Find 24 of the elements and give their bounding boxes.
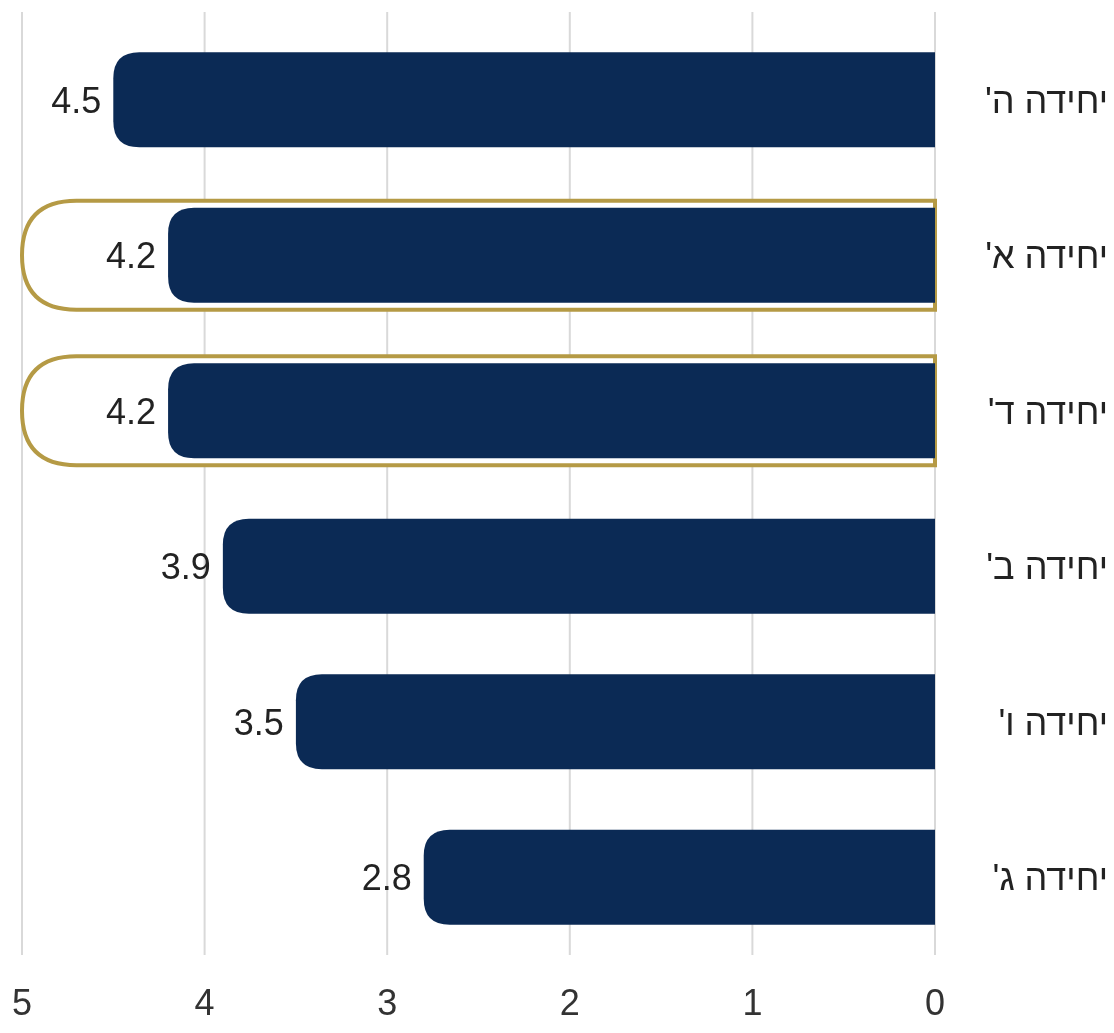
data-label: 4.2	[106, 235, 157, 277]
data-label: 3.5	[233, 701, 284, 743]
data-label: 4.2	[106, 390, 157, 432]
data-label: 4.5	[51, 79, 102, 121]
data-label: 2.8	[361, 857, 412, 899]
y-tick-label: יחידה ב'	[986, 546, 1108, 588]
bar	[168, 363, 935, 459]
x-tick-label: 1	[742, 982, 763, 1023]
x-tick-label: 0	[924, 982, 946, 1023]
bar	[222, 518, 935, 614]
data-label: 3.9	[160, 546, 211, 588]
bar	[295, 674, 935, 770]
y-tick-label: יחידה ו'	[998, 701, 1108, 743]
x-tick-label: 3	[377, 982, 398, 1023]
bar	[423, 829, 935, 925]
y-tick-label: יחידה א'	[985, 235, 1108, 277]
bar	[113, 52, 935, 148]
x-tick-label: 5	[11, 982, 33, 1023]
y-tick-label: יחידה ד'	[987, 390, 1108, 432]
y-tick-label: יחידה ג'	[992, 857, 1108, 899]
y-tick-label: יחידה ה'	[984, 79, 1108, 121]
x-tick-label: 4	[194, 982, 215, 1023]
bar	[168, 207, 935, 303]
x-tick-label: 2	[559, 982, 580, 1023]
